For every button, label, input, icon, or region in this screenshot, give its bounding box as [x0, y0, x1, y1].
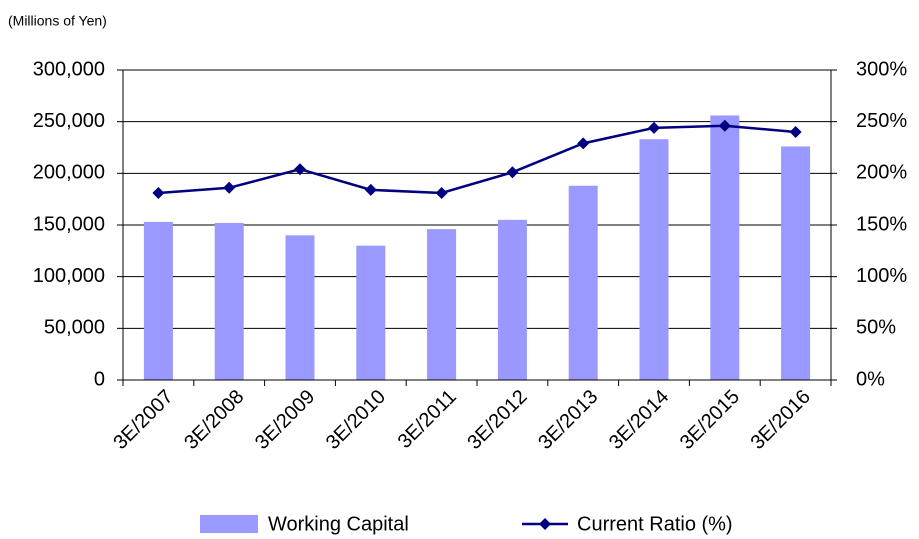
y-tick-label: 250,000	[33, 110, 105, 132]
bar	[427, 229, 457, 380]
line	[158, 124, 796, 195]
bar	[356, 245, 386, 380]
line-marker	[718, 119, 731, 132]
line-marker	[577, 137, 590, 150]
y-tick-label: 0	[94, 368, 105, 390]
x-tick-label: 3E/2011	[394, 386, 461, 453]
line-marker	[364, 183, 377, 196]
legend-label: Current Ratio (%)	[577, 513, 733, 535]
x-tick-label: 3E/2016	[747, 386, 815, 454]
y-tick-label: 200,000	[33, 162, 105, 184]
y2-tick-label: 200%	[856, 162, 907, 184]
legend-swatch	[200, 515, 258, 533]
x-tick-label: 3E/2012	[463, 386, 531, 454]
line-marker	[789, 126, 802, 138]
bar	[214, 222, 244, 380]
legend-swatch	[539, 518, 551, 530]
x-tick-label: 3E/2015	[676, 386, 744, 454]
y-tick-label: 100,000	[33, 265, 105, 287]
line-marker	[435, 186, 448, 199]
line-marker	[294, 163, 306, 176]
line-marker	[506, 166, 519, 179]
y-tick-label: 300,000	[33, 58, 105, 80]
y2-tick-label: 100%	[856, 265, 907, 287]
bar	[568, 185, 598, 380]
line-marker	[223, 181, 236, 194]
bar	[781, 146, 811, 380]
x-tick-label: 3E/2008	[180, 386, 248, 454]
y2-tick-label: 300%	[856, 58, 907, 80]
x-tick-label: 3E/2014	[605, 386, 673, 454]
x-tick-label: 3E/2009	[251, 386, 319, 454]
line-marker	[648, 121, 660, 134]
y2-tick-label: 0%	[856, 368, 885, 390]
line-marker	[152, 186, 165, 199]
y-tick-label: 50,000	[44, 317, 105, 339]
x-tick-label: 3E/2010	[322, 386, 390, 454]
bar	[285, 235, 315, 380]
bar	[143, 221, 173, 380]
x-tick-label: 3E/2013	[534, 386, 602, 454]
y2-tick-label: 50%	[856, 317, 896, 339]
x-tick-label: 3E/2007	[109, 386, 177, 454]
y2-tick-label: 250%	[856, 110, 907, 132]
bar	[710, 115, 740, 380]
y2-tick-label: 150%	[856, 213, 907, 235]
legend-label: Working Capital	[268, 513, 409, 535]
bar	[639, 139, 669, 380]
bar	[497, 219, 527, 380]
y-axis-label: (Millions of Yen)	[8, 13, 107, 29]
y-tick-label: 150,000	[33, 213, 105, 235]
